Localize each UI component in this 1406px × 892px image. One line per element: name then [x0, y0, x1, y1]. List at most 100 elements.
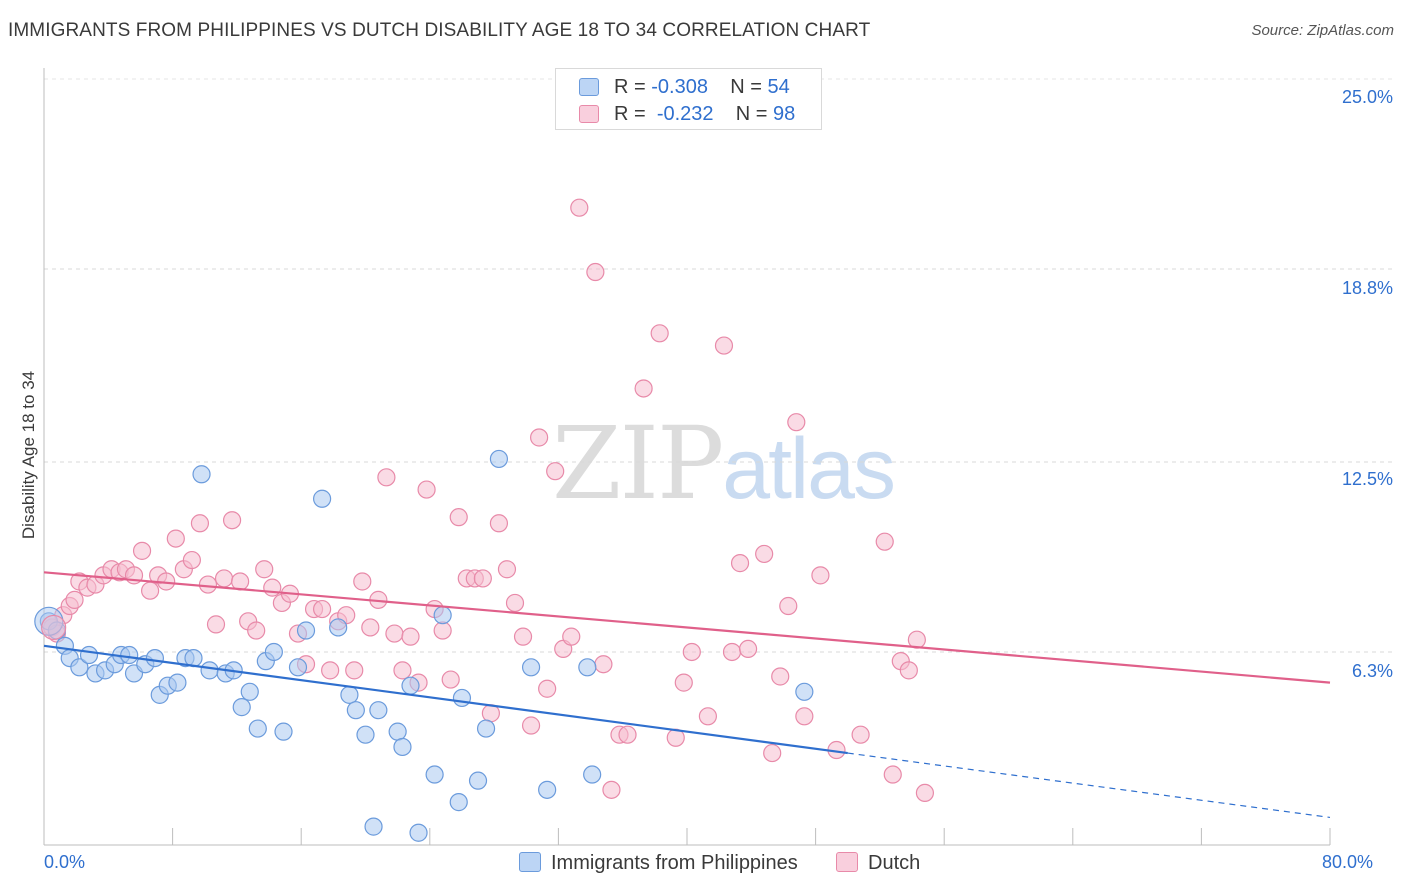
point-dutch — [771, 667, 790, 686]
y-tick-label-18-8: 18.8% — [1341, 278, 1393, 298]
point-dutch — [883, 765, 902, 784]
point-dutch — [198, 575, 218, 594]
trend-line-dutch — [43, 571, 1331, 684]
point-dutch — [698, 707, 717, 726]
point-philippines — [120, 645, 139, 665]
point-dutch — [682, 642, 701, 662]
y-tick-label-12-5: 12.5% — [1341, 469, 1393, 489]
legend-swatch-pink — [836, 852, 858, 872]
legend-label-philippines: Immigrants from Philippines — [551, 852, 798, 874]
legend-swatch-pink — [579, 105, 599, 123]
point-philippines — [538, 780, 557, 799]
point-dutch — [449, 508, 468, 527]
point-philippines — [578, 658, 597, 677]
point-dutch — [811, 566, 830, 585]
point-dutch — [915, 783, 935, 803]
point-philippines — [288, 658, 308, 677]
point-dutch — [255, 560, 274, 579]
point-philippines — [401, 676, 420, 695]
legend-r-value: -0.232 — [656, 103, 714, 125]
legend-n-value: 54 — [767, 76, 790, 98]
point-dutch — [361, 618, 380, 637]
legend-r-label: R = — [614, 103, 646, 125]
point-dutch — [312, 599, 332, 619]
point-dutch — [247, 621, 266, 640]
trend-line-philippines — [43, 644, 848, 755]
point-dutch — [755, 544, 774, 564]
legend-item-philippines[interactable]: Immigrants from Philippines — [519, 852, 798, 875]
point-dutch — [875, 532, 894, 551]
point-dutch — [214, 569, 234, 588]
point-dutch — [795, 707, 814, 726]
grid-lines — [44, 78, 1392, 653]
point-dutch — [594, 655, 613, 674]
point-dutch — [417, 480, 436, 499]
point-philippines — [296, 621, 316, 640]
point-dutch — [730, 554, 750, 573]
point-philippines — [168, 673, 187, 692]
point-dutch — [674, 673, 693, 692]
point-dutch — [353, 572, 372, 591]
point-dutch — [65, 590, 84, 609]
point-philippines — [192, 465, 211, 484]
point-dutch — [393, 661, 412, 680]
point-philippines — [449, 793, 468, 812]
point-philippines — [264, 642, 283, 662]
point-dutch — [231, 572, 250, 591]
point-dutch — [473, 569, 492, 588]
point-dutch — [787, 413, 806, 432]
point-dutch — [738, 639, 758, 659]
point-dutch — [433, 621, 452, 640]
point-philippines — [583, 765, 602, 784]
point-dutch-large — [41, 614, 67, 641]
point-philippines — [70, 658, 89, 677]
y-axis-label: Disability Age 18 to 34 — [19, 370, 38, 540]
point-dutch — [401, 627, 420, 646]
legend-item-dutch[interactable]: Dutch — [836, 852, 920, 875]
point-philippines — [240, 682, 259, 701]
point-dutch — [538, 679, 557, 698]
point-dutch — [190, 514, 210, 533]
point-dutch — [634, 379, 653, 398]
point-dutch — [714, 336, 734, 355]
point-philippines — [521, 658, 541, 677]
point-dutch — [618, 725, 637, 744]
data-points — [34, 198, 935, 842]
point-philippines — [346, 701, 365, 720]
watermark-atlas: atlas — [722, 421, 896, 517]
legend-row-philippines: R = -0.308 N = 54 — [556, 73, 821, 101]
point-philippines — [393, 737, 412, 757]
point-philippines — [489, 449, 509, 469]
point-philippines — [388, 722, 407, 741]
point-dutch — [530, 428, 549, 447]
legend-n-value: 98 — [773, 103, 796, 125]
trend-lines — [43, 571, 1331, 819]
legend-r-value: -0.308 — [651, 76, 708, 98]
source-note: Source: ZipAtlas.com — [1251, 22, 1394, 39]
point-dutch — [586, 262, 605, 282]
point-dutch — [321, 661, 340, 680]
legend-label-dutch: Dutch — [868, 852, 921, 874]
stats-legend: R = -0.308 N = 54 R = -0.232 N = 98 — [555, 68, 822, 130]
point-philippines — [795, 682, 814, 701]
point-dutch — [513, 627, 533, 646]
point-philippines — [369, 701, 388, 720]
point-philippines — [274, 722, 293, 741]
point-philippines — [468, 771, 488, 790]
point-dutch — [650, 324, 669, 343]
x-tick-label-min: 0.0% — [44, 852, 86, 872]
point-dutch — [441, 670, 460, 689]
point-philippines — [356, 725, 375, 744]
point-philippines — [329, 618, 348, 637]
legend-swatch-blue — [519, 852, 541, 872]
point-philippines — [312, 489, 332, 508]
point-dutch — [377, 468, 396, 487]
point-dutch — [206, 615, 226, 634]
point-dutch — [222, 511, 242, 530]
y-tick-label-25: 25.0% — [1341, 87, 1393, 107]
point-philippines — [340, 685, 359, 704]
point-philippines — [452, 688, 472, 708]
point-philippines — [425, 765, 444, 784]
y-tick-label-6-3: 6.3% — [1351, 661, 1393, 681]
